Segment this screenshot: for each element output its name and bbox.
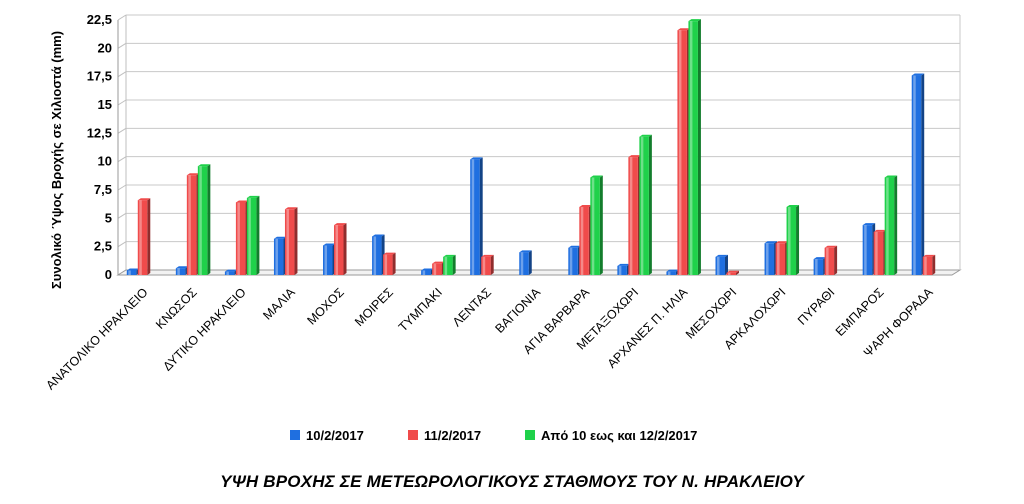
bar [372, 234, 385, 275]
bar [590, 175, 603, 275]
bar [273, 236, 287, 275]
x-tick-label: ΜΟΧΟΣ [305, 285, 348, 328]
bar [911, 73, 925, 276]
y-tick-label: 0 [105, 267, 112, 282]
bar [175, 266, 189, 275]
bar [235, 200, 249, 275]
bar [639, 134, 652, 275]
x-tick-label: ΔΥΤΙΚΟ ΗΡΑΚΛΕΙΟ [160, 285, 249, 374]
bar [775, 241, 789, 275]
bar [126, 268, 140, 275]
x-tick-label: ΒΑΓΙΟΝΙΑ [492, 285, 543, 336]
x-tick-label: ΚΝΩΣΟΣ [153, 285, 200, 332]
y-tick-labels: 0 2,5 5 7,5 10 12,5 15 17,5 20 22,5 [87, 12, 112, 282]
bar [334, 223, 347, 275]
chart-title: ΥΨΗ ΒΡΟΧΗΣ ΣΕ ΜΕΤΕΩΡΟΛΟΓΙΚΟΥΣ ΣΤΑΘΜΟΥΣ Τ… [220, 472, 804, 491]
x-tick-label: ΛΕΝΤΑΣ [450, 285, 494, 329]
bar [432, 261, 445, 275]
y-tick-label: 20 [98, 40, 112, 55]
gridline-depth [117, 184, 127, 191]
x-tick-label: ΜΑΛΙΑ [260, 285, 298, 323]
bar [824, 245, 838, 275]
legend-label: 10/2/2017 [306, 428, 364, 443]
bar [481, 254, 494, 275]
x-tick-label: ΜΟΙΡΕΣ [352, 285, 396, 329]
bar [284, 207, 298, 275]
bar [786, 205, 800, 275]
gridline-depth [117, 99, 127, 106]
bar [884, 175, 898, 275]
gridline-depth [117, 42, 127, 49]
bar [224, 269, 238, 275]
x-tick-label: ΠΥΡΑΘΙ [795, 285, 837, 327]
bar [813, 257, 827, 275]
bar [186, 173, 200, 275]
gridline-depth [117, 212, 127, 219]
bar [323, 243, 336, 275]
bar [862, 223, 876, 275]
bar [443, 254, 456, 275]
legend-label: Από 10 εως και 12/2/2017 [541, 428, 697, 443]
y-tick-label: 7,5 [94, 182, 112, 197]
bar [628, 155, 641, 275]
bar [726, 270, 739, 275]
x-tick-label: ΤΥΜΠΑΚΙ [396, 285, 445, 334]
bar [764, 241, 778, 275]
legend: 10/2/2017 11/2/2017 Από 10 εως και 12/2/20… [290, 428, 697, 443]
legend-label: 11/2/2017 [424, 428, 481, 443]
y-tick-label: 12,5 [87, 125, 112, 140]
bar [873, 229, 887, 275]
bar [246, 195, 260, 275]
bar [519, 250, 532, 275]
y-tick-label: 22,5 [87, 12, 112, 27]
bar [666, 269, 679, 275]
y-tick-label: 17,5 [87, 69, 112, 84]
bar [922, 254, 936, 275]
bar [383, 252, 396, 275]
y-tick-label: 2,5 [94, 239, 112, 254]
gridline-depth [117, 71, 127, 78]
legend-swatch [290, 430, 300, 440]
bar [137, 198, 151, 275]
bar [470, 157, 483, 275]
bar-chart: 0 2,5 5 7,5 10 12,5 15 17,5 20 22,5 ΑΝΑΤΟΛΙΚΟ ΗΡΑ… [43, 12, 962, 443]
bar [421, 268, 434, 275]
gridlines [117, 14, 960, 276]
bar [579, 205, 592, 275]
y-axis-title: Συνολικό Ύψος Βροχής σε Χιλιοστά (mm) [49, 31, 64, 289]
bar [677, 28, 690, 276]
x-tick-label: ΕΜΠΑΡΟΣ [833, 285, 887, 339]
bar [197, 164, 211, 275]
y-tick-label: 15 [98, 97, 112, 112]
gridline-depth [117, 241, 127, 248]
bar [617, 263, 630, 275]
x-tick-label: ΑΝΑΤΟΛΙΚΟ ΗΡΑΚΛΕΙΟ [43, 285, 150, 392]
y-tick-label: 5 [105, 210, 112, 225]
y-tick-label: 10 [98, 154, 112, 169]
gridline-depth [117, 14, 127, 21]
legend-swatch [408, 430, 418, 440]
bar [688, 19, 701, 276]
bar [715, 254, 728, 275]
gridline-depth [117, 127, 127, 134]
bar [568, 245, 581, 275]
gridline-depth [117, 156, 127, 163]
bars [126, 19, 936, 276]
legend-swatch [525, 430, 535, 440]
